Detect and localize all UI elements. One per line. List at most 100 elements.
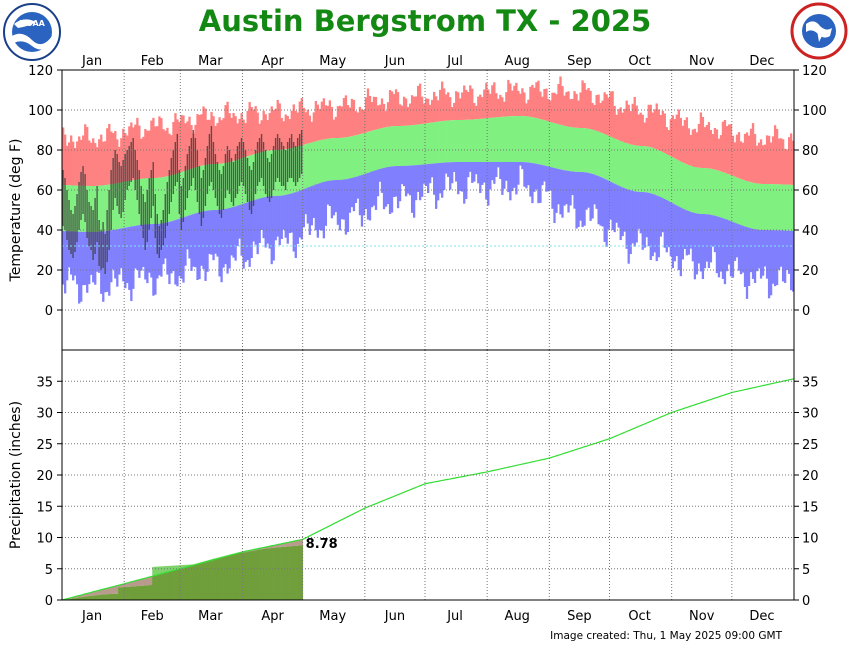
normal-high-band — [653, 109, 656, 149]
precip-observed-bar — [76, 597, 79, 600]
observed-temp-bar — [198, 166, 201, 214]
precip-observed-bar — [186, 567, 189, 600]
normal-low-band — [168, 221, 171, 285]
observed-temp-bar — [132, 138, 134, 178]
normal-low-band — [218, 209, 221, 277]
normal-range-band — [633, 145, 636, 192]
normal-high-band — [473, 102, 476, 120]
month-label-bottom: Mar — [198, 609, 223, 624]
normal-low-band — [727, 220, 731, 265]
observed-temp-bar — [230, 158, 233, 202]
normal-high-band — [541, 96, 544, 120]
normal-high-band — [581, 80, 584, 129]
normal-low-band — [190, 214, 193, 271]
normal-low-band — [180, 218, 183, 279]
normal-high-band — [775, 128, 779, 185]
normal-high-band — [573, 91, 576, 128]
normal-high-band — [70, 135, 73, 186]
precip-difference-bar — [284, 543, 287, 547]
normal-low-band — [300, 189, 303, 240]
observed-temp-bar — [200, 178, 203, 226]
normal-high-band — [226, 101, 229, 163]
precip-difference-bar — [146, 577, 149, 586]
normal-low-band — [388, 166, 392, 214]
precip-observed-bar — [88, 596, 91, 600]
normal-range-band — [639, 145, 642, 192]
precip-difference-bar — [92, 592, 95, 596]
normal-high-band — [733, 142, 737, 177]
normal-range-band — [603, 134, 606, 179]
normal-low-band — [350, 177, 354, 208]
normal-low-band — [354, 176, 358, 204]
precip-difference-bar — [178, 565, 181, 570]
precip-total-label: 8.78 — [306, 537, 338, 552]
normal-low-band — [455, 162, 458, 182]
precip-difference-bar — [124, 583, 127, 588]
normal-range-band — [759, 183, 763, 230]
normal-high-band — [723, 119, 727, 173]
observed-temp-bar — [268, 162, 271, 202]
normal-high-band — [178, 122, 181, 173]
precip-observed-bar — [98, 594, 101, 600]
normal-range-band — [443, 120, 446, 163]
normal-low-band — [200, 211, 203, 266]
normal-high-band — [370, 101, 374, 131]
normal-high-band — [400, 105, 404, 126]
normal-low-band — [485, 162, 488, 200]
month-label-bottom: Nov — [689, 609, 715, 624]
normal-high-band — [270, 106, 273, 151]
precip-observed-bar — [202, 562, 205, 600]
normal-range-band — [789, 184, 793, 231]
normal-high-band — [244, 122, 247, 157]
normal-range-band — [539, 119, 542, 165]
normal-low-band — [715, 216, 719, 274]
normal-low-band — [689, 211, 693, 249]
noaa-logo: NOAA — [3, 3, 61, 61]
observed-temp-bar — [66, 190, 68, 240]
month-label-bottom: May — [319, 609, 346, 624]
precip-observed-bar — [278, 547, 281, 600]
normal-low-band — [483, 162, 486, 183]
normal-range-band — [567, 126, 570, 171]
normal-high-band — [707, 122, 711, 169]
month-label-top: Feb — [141, 54, 164, 69]
normal-range-band — [453, 120, 456, 163]
observed-temp-bar — [196, 150, 199, 202]
normal-low-band — [274, 196, 277, 241]
precip-observed-bar — [138, 585, 141, 600]
normal-low-band — [549, 167, 552, 191]
observed-temp-bar — [278, 138, 281, 182]
normal-low-band — [410, 165, 414, 213]
normal-high-band — [86, 127, 89, 186]
normal-low-band — [362, 174, 366, 216]
precip-observed-bar — [74, 598, 77, 600]
normal-low-band — [182, 217, 185, 283]
normal-low-band — [641, 192, 644, 250]
normal-low-band — [713, 215, 717, 253]
precip-observed-bar — [222, 557, 225, 600]
normal-range-band — [447, 120, 450, 163]
normal-high-band — [252, 109, 255, 155]
observed-temp-bar — [210, 126, 213, 182]
observed-temp-bar — [186, 154, 189, 198]
normal-high-band — [577, 100, 580, 128]
normal-high-band — [322, 98, 326, 140]
normal-range-band — [477, 119, 480, 162]
normal-low-band — [449, 162, 452, 190]
normal-low-band — [461, 162, 464, 192]
normal-low-band — [342, 179, 346, 220]
normal-range-band — [306, 143, 309, 188]
normal-high-band — [362, 110, 366, 134]
normal-high-band — [591, 102, 594, 130]
observed-temp-bar — [154, 194, 156, 238]
normal-high-band — [416, 85, 420, 125]
normal-high-band — [721, 121, 725, 173]
precip-difference-bar — [188, 564, 191, 567]
normal-high-band — [479, 94, 482, 119]
normal-low-band — [659, 197, 662, 237]
normal-low-band — [228, 208, 231, 269]
precip-observed-bar — [94, 595, 97, 600]
observed-temp-bar — [172, 150, 175, 194]
normal-range-band — [791, 184, 795, 231]
precip-observed-bar — [294, 545, 297, 600]
